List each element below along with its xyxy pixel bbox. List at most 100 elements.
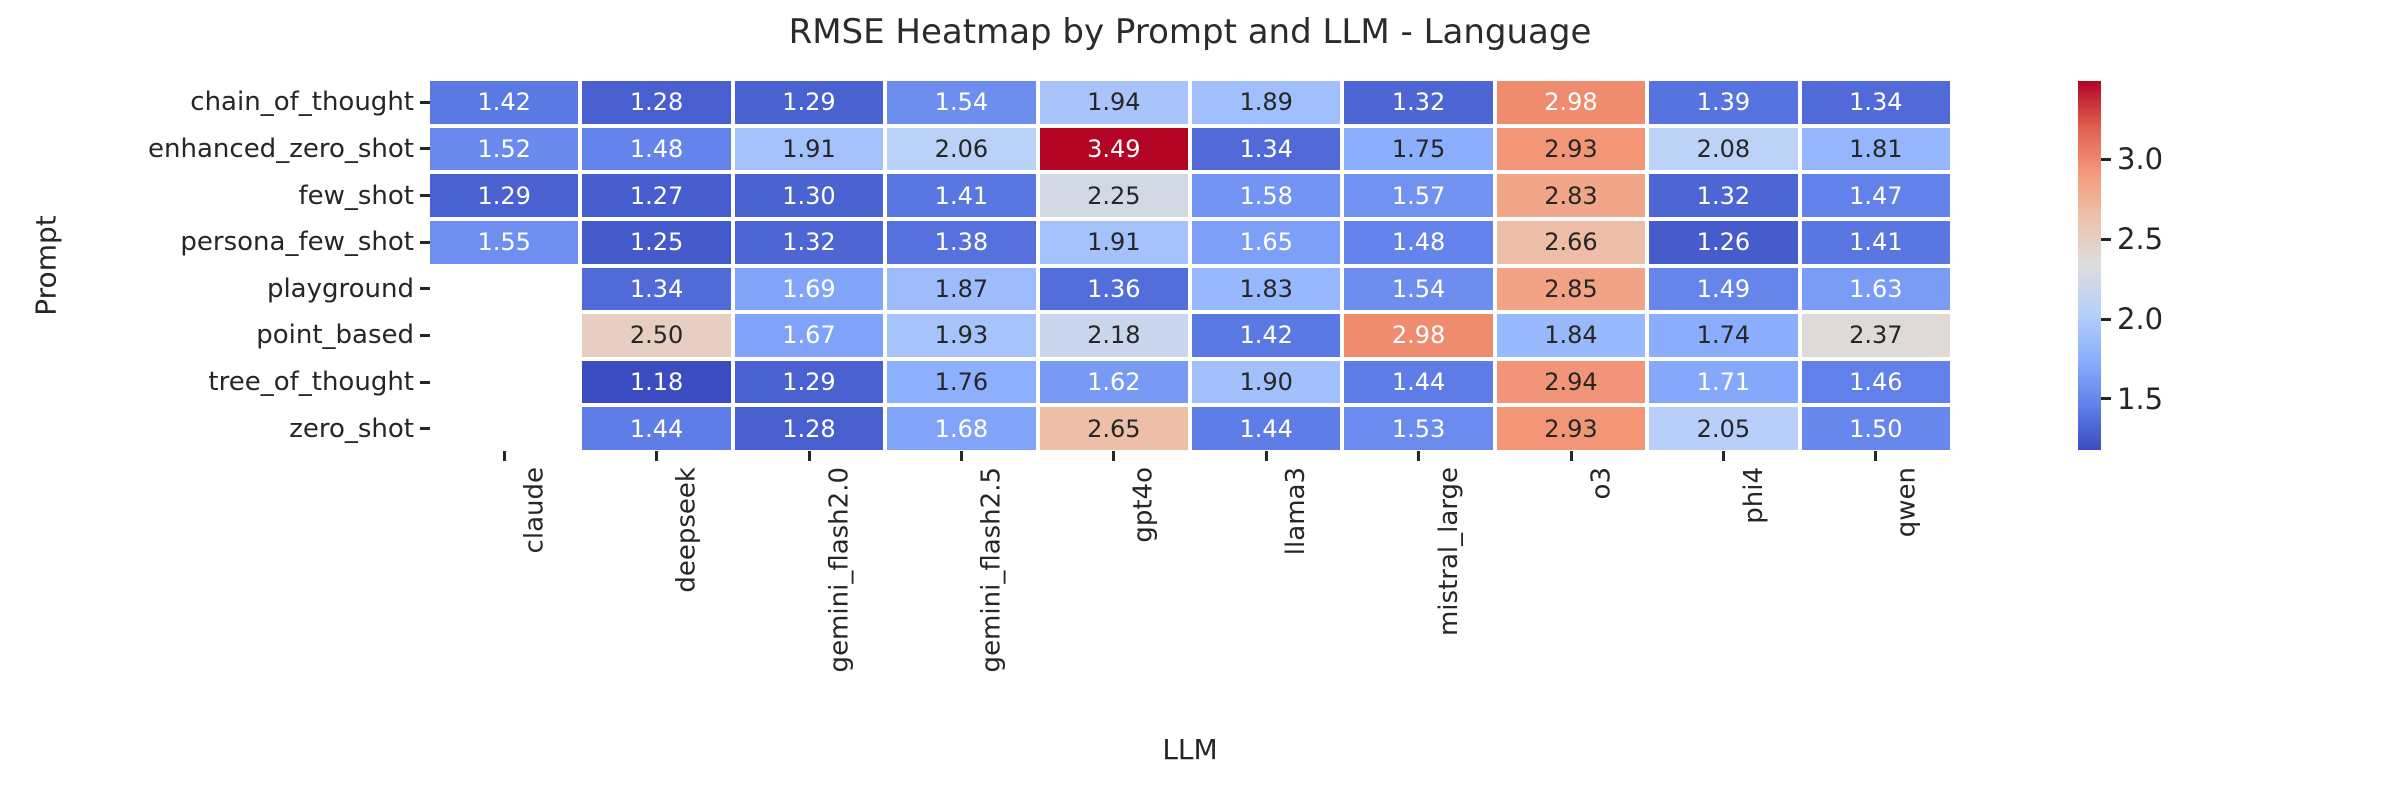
heatmap-cell: 1.29 <box>734 360 884 404</box>
colorbar-tick-label: 2.0 <box>2117 302 2164 336</box>
heatmap-cell: 1.93 <box>887 314 1036 357</box>
heatmap-cell: 1.67 <box>734 314 884 357</box>
x-tick-mark <box>1112 451 1116 461</box>
x-tick-mark <box>502 451 506 461</box>
heatmap-cell: 2.98 <box>1496 81 1646 124</box>
y-tick-mark <box>420 194 430 198</box>
heatmap-cell: 2.94 <box>1496 360 1646 404</box>
colorbar-tick-label: 3.0 <box>2117 142 2164 177</box>
heatmap-cell: 1.87 <box>887 267 1036 311</box>
heatmap-cell: 1.46 <box>1801 360 1950 404</box>
heatmap-cell: 2.06 <box>887 127 1036 171</box>
heatmap-cell <box>430 314 579 357</box>
x-tick-label: gemini_flash2.5 <box>976 467 1007 673</box>
heatmap-cell: 1.39 <box>1649 81 1798 124</box>
heatmap-cell: 1.94 <box>1039 81 1188 124</box>
colorbar-tick-mark <box>2101 157 2111 161</box>
heatmap-cell: 1.44 <box>582 407 731 450</box>
colorbar-tick-label: 2.5 <box>2117 222 2164 257</box>
heatmap-cell: 1.27 <box>582 174 731 217</box>
heatmap-cell: 1.36 <box>1039 267 1188 311</box>
colorbar <box>2078 81 2101 450</box>
heatmap-cell: 1.83 <box>1191 267 1341 311</box>
heatmap-cell: 2.37 <box>1801 314 1950 357</box>
heatmap-cell: 1.30 <box>734 174 884 217</box>
colorbar-tick-label: 1.5 <box>2117 381 2164 416</box>
heatmap-cell: 1.44 <box>1191 407 1341 450</box>
heatmap-cell <box>430 267 579 311</box>
heatmap-cell: 1.91 <box>734 127 884 171</box>
heatmap-cell: 2.25 <box>1039 174 1188 217</box>
heatmap-cell: 1.90 <box>1191 360 1341 404</box>
heatmap-cell: 1.84 <box>1496 314 1646 357</box>
heatmap-cell: 1.71 <box>1649 360 1798 404</box>
chart-title: RMSE Heatmap by Prompt and LLM - Languag… <box>788 12 1592 52</box>
heatmap-cell: 1.69 <box>734 267 884 311</box>
y-tick-mark <box>420 147 430 151</box>
x-tick-label: gpt4o <box>1128 467 1159 543</box>
heatmap-cell: 1.28 <box>582 81 731 124</box>
heatmap-cell: 2.50 <box>582 314 731 357</box>
y-tick-label: chain_of_thought <box>190 87 414 118</box>
heatmap-cell: 1.32 <box>1344 81 1493 124</box>
heatmap-cell: 2.93 <box>1496 127 1646 171</box>
heatmap-grid: 1.42 1.28 1.29 1.54 1.94 1.89 1.32 2.98 1.39 1.34… <box>430 81 1950 450</box>
heatmap-cell: 2.93 <box>1496 407 1646 450</box>
y-tick-label: persona_few_shot <box>180 227 414 258</box>
heatmap-cell: 1.29 <box>734 81 884 124</box>
heatmap-cell: 1.76 <box>887 360 1036 404</box>
x-tick-label: qwen <box>1890 467 1921 538</box>
y-tick-label: enhanced_zero_shot <box>148 133 414 164</box>
heatmap-cell: 1.28 <box>734 407 884 450</box>
heatmap-cell: 1.29 <box>430 174 579 217</box>
heatmap-cell: 1.91 <box>1039 220 1188 264</box>
heatmap-cell: 1.68 <box>887 407 1036 450</box>
heatmap-cell: 1.38 <box>887 220 1036 264</box>
heatmap-cell: 1.44 <box>1344 360 1493 404</box>
heatmap-cell: 1.53 <box>1344 407 1493 450</box>
y-tick-label: zero_shot <box>289 413 414 444</box>
heatmap-cell: 1.26 <box>1649 220 1798 264</box>
heatmap-cell: 1.25 <box>582 220 731 264</box>
x-tick-label: deepseek <box>671 467 702 593</box>
heatmap-cell <box>430 360 579 404</box>
y-tick-label: playground <box>266 273 414 304</box>
x-tick-label: gemini_flash2.0 <box>824 467 854 673</box>
heatmap-cell: 1.48 <box>1344 220 1493 264</box>
heatmap-cell: 1.54 <box>1344 267 1493 311</box>
y-tick-mark <box>420 333 430 337</box>
heatmap-cell: 2.08 <box>1649 127 1798 171</box>
heatmap-cell: 1.89 <box>1191 81 1341 124</box>
colorbar-tick-mark <box>2101 397 2111 401</box>
heatmap-cell: 1.63 <box>1801 267 1950 311</box>
heatmap-cell: 1.57 <box>1344 174 1493 217</box>
heatmap-cell: 2.05 <box>1649 407 1798 450</box>
heatmap-cell: 1.41 <box>887 174 1036 217</box>
x-tick-label: claude <box>519 467 550 554</box>
x-tick-label: llama3 <box>1281 467 1312 556</box>
heatmap-cell: 2.18 <box>1039 314 1188 357</box>
colorbar-tick-mark <box>2101 237 2111 241</box>
heatmap-cell <box>430 407 579 450</box>
x-tick-mark <box>655 451 659 461</box>
x-tick-label: mistral_large <box>1433 467 1464 637</box>
y-tick-label: tree_of_thought <box>208 367 414 398</box>
x-tick-mark <box>1874 451 1878 461</box>
x-tick-mark <box>1721 451 1725 461</box>
heatmap-cell: 1.18 <box>582 360 731 404</box>
y-tick-label: point_based <box>256 320 414 351</box>
heatmap-cell: 1.42 <box>1191 314 1341 357</box>
heatmap-cell: 1.81 <box>1801 127 1950 171</box>
x-tick-mark <box>1417 451 1421 461</box>
x-tick-mark <box>1569 451 1573 461</box>
y-tick-mark <box>420 427 430 431</box>
heatmap-cell: 3.49 <box>1039 127 1188 171</box>
heatmap-cell: 1.62 <box>1039 360 1188 404</box>
heatmap-cell: 2.65 <box>1039 407 1188 450</box>
heatmap-cell: 2.66 <box>1496 220 1646 264</box>
heatmap-cell: 1.55 <box>430 220 579 264</box>
heatmap-cell: 2.83 <box>1496 174 1646 217</box>
y-tick-mark <box>420 380 430 384</box>
heatmap-cell: 1.32 <box>1649 174 1798 217</box>
